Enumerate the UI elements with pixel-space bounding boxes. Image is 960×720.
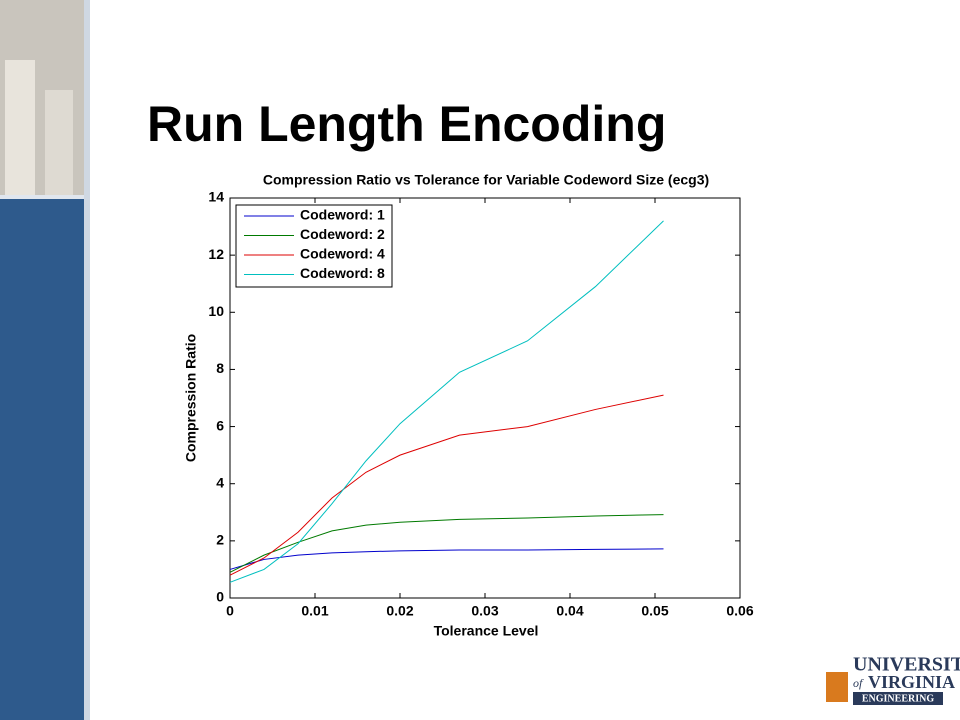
y-axis-label: Compression Ratio bbox=[183, 334, 199, 462]
y-tick-label: 8 bbox=[216, 360, 224, 376]
x-tick-label: 0.05 bbox=[641, 603, 668, 619]
logo-text: of bbox=[853, 676, 864, 690]
x-tick-label: 0.01 bbox=[301, 603, 328, 619]
column bbox=[45, 90, 73, 195]
logo-icon bbox=[826, 672, 848, 702]
x-tick-label: 0 bbox=[226, 603, 234, 619]
column bbox=[5, 60, 35, 195]
y-tick-label: 6 bbox=[216, 417, 224, 433]
logo-text: VIRGINIA bbox=[868, 672, 955, 692]
legend-label: Codeword: 4 bbox=[300, 246, 385, 262]
chart-title: Compression Ratio vs Tolerance for Varia… bbox=[263, 172, 709, 188]
legend-box bbox=[235, 204, 393, 288]
x-tick-label: 0.06 bbox=[726, 603, 753, 619]
slide-title: Run Length Encoding bbox=[147, 96, 666, 152]
x-tick-label: 0.02 bbox=[386, 603, 413, 619]
y-tick-label: 0 bbox=[216, 589, 224, 605]
y-tick-label: 2 bbox=[216, 532, 224, 548]
side-stripe bbox=[84, 0, 90, 720]
series-line bbox=[229, 394, 664, 576]
x-axis-label: Tolerance Level bbox=[434, 623, 539, 639]
y-tick-label: 14 bbox=[208, 189, 224, 205]
series-line bbox=[229, 548, 664, 570]
logo-bar bbox=[853, 692, 943, 705]
y-tick-label: 10 bbox=[208, 303, 224, 319]
logo-text: UNIVERSITY bbox=[853, 654, 960, 676]
x-tick-label: 0.04 bbox=[556, 603, 583, 619]
series-line bbox=[229, 220, 664, 583]
legend-label: Codeword: 2 bbox=[300, 226, 385, 242]
legend-label: Codeword: 8 bbox=[300, 265, 385, 281]
band-line bbox=[0, 195, 84, 199]
legend-label: Codeword: 1 bbox=[300, 207, 385, 223]
y-tick-label: 12 bbox=[208, 246, 224, 262]
logo-text: ENGINEERING bbox=[862, 693, 934, 704]
logo: UNIVERSITY of VIRGINIA ENGINEERING bbox=[826, 654, 960, 705]
x-tick-label: 0.03 bbox=[471, 603, 498, 619]
series-line bbox=[229, 514, 664, 573]
y-tick-label: 4 bbox=[216, 474, 224, 490]
